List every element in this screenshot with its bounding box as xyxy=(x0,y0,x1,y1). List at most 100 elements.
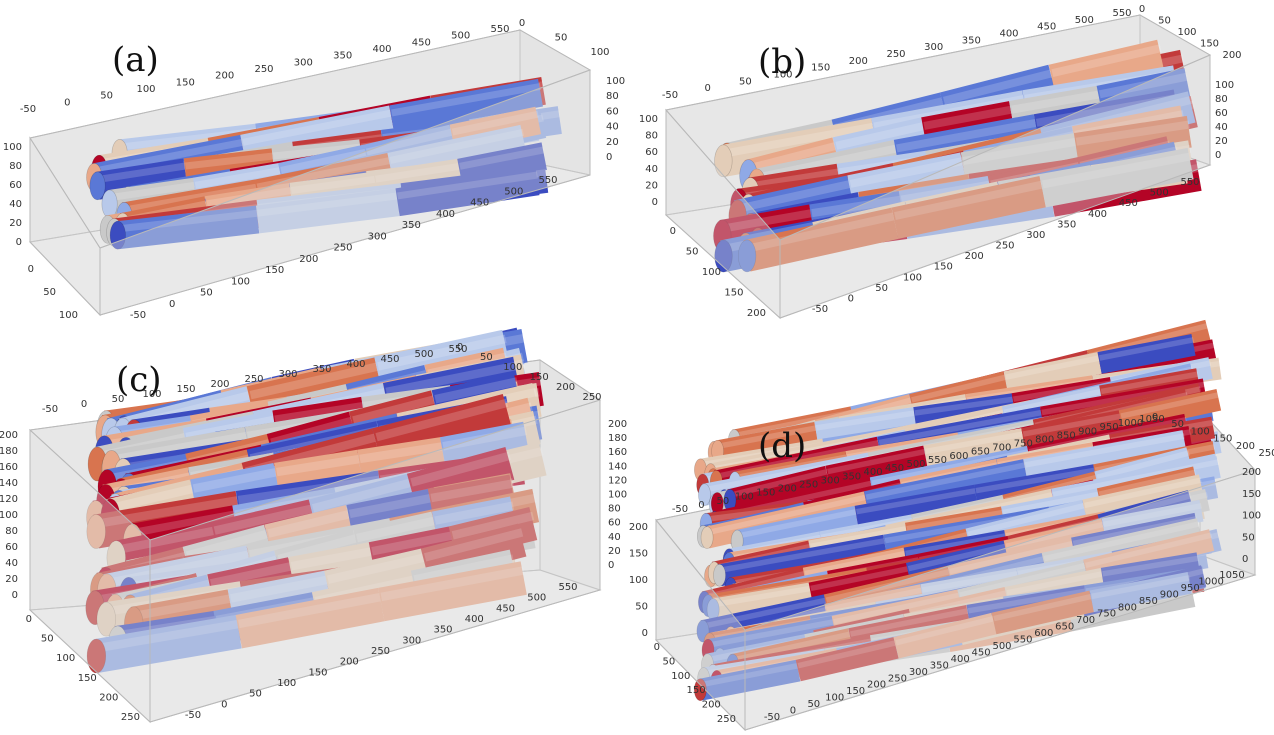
fiber-highlight xyxy=(274,401,365,424)
x-axis-tick-label-top: 50 xyxy=(739,76,752,87)
x-axis-tick-label-bottom: 500 xyxy=(527,593,546,604)
fiber-highlight xyxy=(371,531,454,556)
x-axis-tick-label-top: 850 xyxy=(1057,430,1076,441)
x-axis-tick-label-bottom: 350 xyxy=(402,220,421,231)
y-axis-tick-label-left: 0 xyxy=(654,642,660,653)
fiber-segment xyxy=(440,421,530,471)
z-axis-tick-label-right: 40 xyxy=(608,532,621,543)
z-axis-tick-label-left: 100 xyxy=(0,510,18,521)
x-axis-tick-label-bottom: 200 xyxy=(340,657,359,668)
fiber-highlight xyxy=(1022,413,1122,437)
fiber-highlight xyxy=(280,148,368,174)
fiber-highlight xyxy=(797,640,897,669)
fiber-highlight xyxy=(865,462,1026,500)
fiber-highlight xyxy=(729,468,829,498)
fiber-highlight xyxy=(270,416,355,447)
z-axis-tick-label-left: 80 xyxy=(5,526,18,537)
x-axis-tick-label-top: 950 xyxy=(1100,422,1119,433)
y-axis-tick-label-top: 200 xyxy=(1222,50,1241,61)
x-axis-tick-label-top: 450 xyxy=(380,354,399,365)
fiber-segment xyxy=(274,449,363,497)
x-axis-tick-label-bottom: 450 xyxy=(972,647,991,658)
x-axis-tick-label-top: 100 xyxy=(142,389,161,400)
z-axis-tick-label-left: 200 xyxy=(629,522,648,533)
fiber-highlight xyxy=(747,141,838,173)
y-axis-tick-label-top: 250 xyxy=(1258,448,1274,459)
fiber-segment xyxy=(1023,430,1187,481)
y-axis-tick-label-left: 200 xyxy=(99,692,118,703)
panel-label-a: (a) xyxy=(112,40,159,80)
z-axis-tick-label-right: 60 xyxy=(608,518,621,529)
fiber-highlight xyxy=(95,619,240,653)
x-axis-tick-label-top: 300 xyxy=(278,369,297,380)
fiber-segment xyxy=(905,540,1009,585)
x-axis-tick-label-bottom: 350 xyxy=(433,625,452,636)
x-axis-tick-label-bottom: 100 xyxy=(903,272,922,283)
fiber-highlight xyxy=(707,619,835,648)
fiber-highlight xyxy=(1103,503,1202,528)
x-axis-tick-label-bottom: 0 xyxy=(169,299,175,310)
fiber-highlight xyxy=(717,425,817,450)
z-axis-tick-label-left: 80 xyxy=(9,161,22,172)
fiber-highlight xyxy=(1006,571,1104,596)
fiber-highlight xyxy=(434,501,515,525)
fiber-highlight xyxy=(442,426,528,451)
fiber-highlight xyxy=(712,585,812,608)
y-axis-tick-label-top: 200 xyxy=(556,382,575,393)
fiber-highlight xyxy=(746,212,896,253)
fiber-highlight xyxy=(206,187,292,208)
fiber-highlight xyxy=(424,528,524,562)
fiber-segment xyxy=(374,329,510,391)
z-axis-tick-label-left: 120 xyxy=(0,494,18,505)
x-axis-tick-label-top: 450 xyxy=(412,37,431,48)
z-axis-tick-label-right: 160 xyxy=(608,447,627,458)
fiber-segment xyxy=(428,474,516,523)
z-axis-tick-label-left: 60 xyxy=(5,542,18,553)
fiber-segment xyxy=(93,614,242,673)
fiber-segment xyxy=(457,142,547,187)
fiber-highlight xyxy=(1091,575,1191,600)
fiber-segment xyxy=(847,152,967,207)
z-axis-tick-label-left: 20 xyxy=(9,218,22,229)
fiber-highlight xyxy=(1098,72,1189,99)
fiber-highlight xyxy=(356,516,437,543)
fiber-highlight xyxy=(397,171,538,200)
x-axis-tick-label-top: 250 xyxy=(886,49,905,60)
y-axis-tick-label-left: 250 xyxy=(121,712,140,723)
x-axis-tick-label-bottom: 250 xyxy=(371,646,390,657)
z-axis-tick-label-right: 40 xyxy=(606,122,619,133)
fiber-segment xyxy=(372,394,512,462)
fiber-highlight xyxy=(895,615,995,646)
x-axis-tick-label-top: 500 xyxy=(451,31,470,42)
z-axis-tick-label-right: 100 xyxy=(606,76,625,87)
z-axis-tick-label-left: 100 xyxy=(3,142,22,153)
x-axis-tick-label-bottom: 750 xyxy=(1097,609,1116,620)
x-axis-tick-label-top: 0 xyxy=(698,500,704,511)
z-axis-tick-label-left: 20 xyxy=(5,574,18,585)
x-axis-tick-label-bottom: 50 xyxy=(249,689,262,700)
x-axis-tick-label-top: 150 xyxy=(811,63,830,74)
z-axis-tick-label-right: 120 xyxy=(608,475,627,486)
fiber-segment xyxy=(1041,518,1202,575)
x-axis-tick-label-bottom: 500 xyxy=(1150,188,1169,199)
x-axis-tick-label-top: 400 xyxy=(864,467,883,478)
z-axis-tick-label-left: 200 xyxy=(0,430,18,441)
fiber-segment xyxy=(288,542,376,591)
fiber-highlight xyxy=(1043,521,1200,562)
fiber-highlight xyxy=(962,137,1078,165)
fiber-highlight xyxy=(1075,120,1190,146)
x-axis-tick-label-bottom: 200 xyxy=(965,251,984,262)
fiber-highlight xyxy=(1024,433,1185,468)
fiber-segment xyxy=(864,459,1028,513)
fiber-highlight xyxy=(826,587,923,613)
fiber-highlight xyxy=(1051,44,1162,77)
x-axis-tick-label-top: 400 xyxy=(346,359,365,370)
y-axis-tick-label-top: 150 xyxy=(1213,434,1232,445)
x-axis-tick-label-top: -50 xyxy=(20,104,36,115)
y-axis-tick-label-top: 100 xyxy=(590,47,609,58)
fiber-highlight xyxy=(115,526,216,555)
fiber-highlight xyxy=(815,410,916,431)
x-axis-tick-label-top: 50 xyxy=(112,394,125,405)
fiber-highlight xyxy=(249,362,380,400)
fiber xyxy=(86,561,527,674)
